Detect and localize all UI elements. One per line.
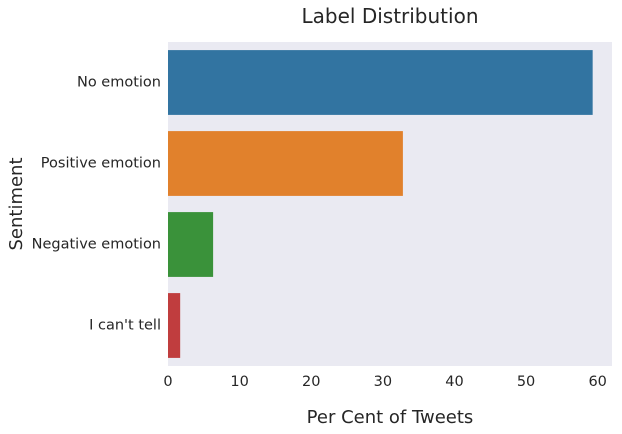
x-tick-label: 10: [230, 374, 248, 390]
chart-title: Label Distribution: [302, 4, 479, 28]
y-tick-label: Positive emotion: [41, 156, 161, 172]
x-tick-label: 50: [517, 374, 535, 390]
x-tick-label: 0: [163, 374, 172, 390]
y-tick-label: I can't tell: [89, 318, 161, 334]
bar-i-can-t-tell: [168, 293, 181, 358]
y-axis-title: Sentiment: [6, 157, 27, 250]
x-tick-label: 20: [302, 374, 320, 390]
bar-negative-emotion: [168, 212, 214, 277]
bars: [168, 50, 593, 358]
y-tick-labels: No emotion Positive emotion Negative emoti…: [32, 75, 161, 334]
x-axis-title: Per Cent of Tweets: [307, 407, 474, 428]
x-tick-label: 40: [445, 374, 463, 390]
y-tick-label: Negative emotion: [32, 237, 161, 253]
x-tick-label: 30: [374, 374, 392, 390]
bar-positive-emotion: [168, 131, 403, 196]
x-tick-labels: 0 10 20 30 40 50 60: [163, 374, 607, 390]
y-tick-label: No emotion: [77, 75, 161, 91]
bar-no-emotion: [168, 50, 593, 115]
x-tick-label: 60: [588, 374, 606, 390]
